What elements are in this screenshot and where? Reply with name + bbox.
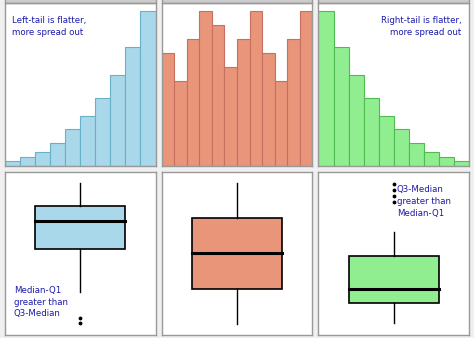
- Text: Q3-Median
greater than
Median-Q1: Q3-Median greater than Median-Q1: [397, 185, 451, 218]
- Bar: [35, 152, 50, 166]
- Bar: [187, 39, 199, 166]
- Bar: [409, 143, 424, 166]
- Bar: [65, 129, 80, 166]
- Text: Left-tail is flatter,
more spread out: Left-tail is flatter, more spread out: [12, 16, 87, 37]
- Bar: [334, 48, 348, 166]
- Bar: [424, 152, 439, 166]
- Bar: [348, 75, 364, 166]
- Bar: [80, 116, 95, 166]
- Bar: [300, 11, 312, 166]
- Bar: [35, 206, 126, 249]
- Bar: [364, 98, 379, 166]
- Bar: [212, 25, 224, 166]
- Bar: [394, 129, 409, 166]
- Bar: [348, 257, 439, 303]
- Bar: [439, 156, 454, 166]
- Bar: [20, 156, 35, 166]
- Bar: [237, 39, 250, 166]
- Bar: [287, 39, 300, 166]
- FancyBboxPatch shape: [5, 0, 155, 3]
- Bar: [199, 11, 212, 166]
- Bar: [126, 48, 140, 166]
- Bar: [379, 116, 394, 166]
- Bar: [454, 161, 469, 166]
- Bar: [250, 11, 262, 166]
- Bar: [192, 218, 282, 289]
- Bar: [95, 98, 110, 166]
- FancyBboxPatch shape: [319, 0, 469, 3]
- Bar: [50, 143, 65, 166]
- Bar: [262, 53, 275, 166]
- FancyBboxPatch shape: [162, 0, 312, 3]
- Bar: [275, 81, 287, 166]
- Text: Right-tail is flatter,
more spread out: Right-tail is flatter, more spread out: [381, 16, 462, 37]
- Text: Median-Q1
greater than
Q3-Median: Median-Q1 greater than Q3-Median: [14, 286, 68, 318]
- Bar: [5, 161, 20, 166]
- Bar: [110, 75, 126, 166]
- Bar: [162, 53, 174, 166]
- Bar: [319, 11, 334, 166]
- Bar: [140, 11, 155, 166]
- Bar: [174, 81, 187, 166]
- Bar: [224, 67, 237, 166]
